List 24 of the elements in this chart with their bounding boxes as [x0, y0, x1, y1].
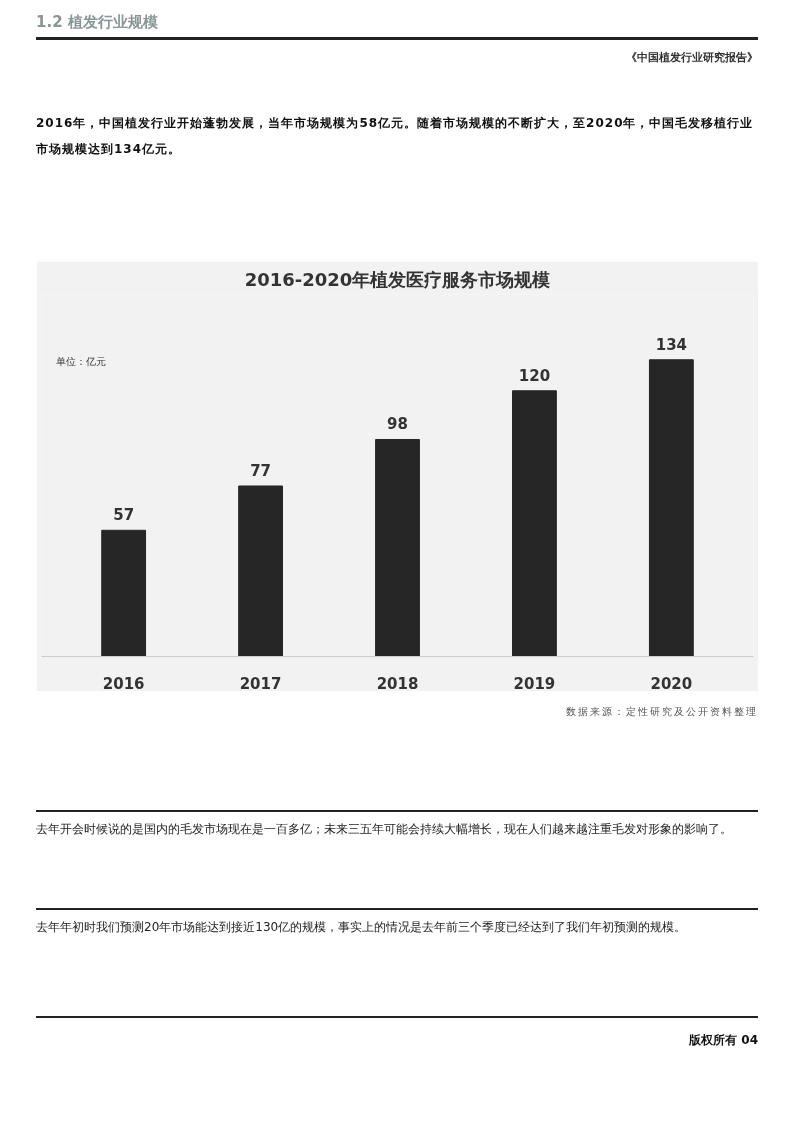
bar [648, 359, 694, 657]
data-label: 120 [518, 366, 551, 385]
x-tick-label: 2019 [513, 674, 556, 693]
text: 去年开会时候说的是国内的毛发市场现在是一百多亿；未来三五年可能会持续大幅增长，现在人们越来越注重毛发对形象的影响了。 [36, 821, 732, 838]
x-tick-label: 2016 [102, 674, 145, 693]
bar [375, 438, 420, 657]
source-note: 数据来源：定性研究及公开资料整理 [566, 705, 758, 719]
text: 去年年初时我们预测20年市场能达到接近130亿的规模，事实上的情况是去年前三个季度已经达到了我们年初预测的规模。 [36, 919, 687, 936]
text: 2016年，中国植发行业开始蓬勃发展，当年市场规模为58亿元。随着市场规模的不断扩大，至2020年，中国毛发移植行业市场规模达到134亿元。 [36, 115, 755, 159]
data-label: 77 [250, 462, 272, 480]
bar [238, 485, 283, 657]
bar [101, 529, 147, 657]
x-tick-label: 2017 [239, 674, 282, 693]
chart-title: 2016-2020年植发医疗服务市场规模 [244, 268, 551, 290]
data-label: 134 [655, 335, 687, 354]
bar [512, 390, 557, 657]
data-label: 98 [387, 415, 408, 434]
text: 《中国植发行业研究报告》 [626, 50, 758, 66]
annotation: 单位：亿元 [55, 355, 106, 367]
text: 1.2 植发行业规模 [36, 12, 158, 33]
x-tick-label: 2018 [376, 674, 419, 693]
text: 版权所有 04 [689, 1032, 758, 1049]
x-tick-label: 2020 [650, 674, 693, 693]
data-label: 57 [113, 506, 135, 525]
